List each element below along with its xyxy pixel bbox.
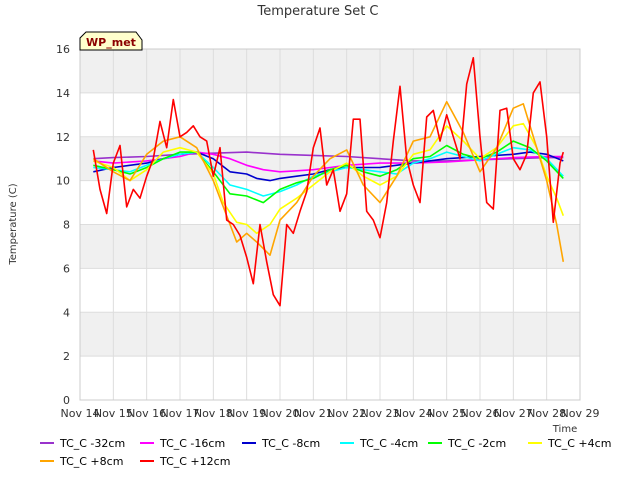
- y-axis-label: Temperature (C): [8, 183, 19, 265]
- x-tick-label: Nov 22: [327, 407, 366, 420]
- y-tick-label: 14: [56, 87, 70, 100]
- series-line: [92, 56, 565, 307]
- plot-band: [80, 49, 580, 93]
- x-tick-label: Nov 19: [227, 407, 266, 420]
- plot-band: [80, 312, 580, 357]
- plot-band: [80, 356, 580, 400]
- x-tick-label: Nov 29: [561, 407, 600, 420]
- legend-label: TC_C +12cm: [159, 455, 230, 468]
- badge-shape: [79, 31, 143, 51]
- y-tick-label: 2: [63, 350, 70, 363]
- y-tick-label: 10: [56, 175, 70, 188]
- plot-band: [80, 92, 580, 137]
- x-axis-label: Time: [552, 424, 577, 435]
- x-tick-label: Nov 20: [261, 407, 300, 420]
- y-tick-label: 0: [63, 394, 70, 407]
- y-tick-label: 12: [56, 131, 70, 144]
- badge: WP_met: [79, 31, 143, 51]
- x-tick-label: Nov 21: [294, 407, 333, 420]
- x-tick-label: Nov 15: [94, 407, 133, 420]
- plot-band: [80, 268, 580, 313]
- legend-label: TC_C -4cm: [359, 437, 418, 450]
- x-tick-label: Nov 17: [161, 407, 200, 420]
- y-tick-label: 16: [56, 43, 70, 56]
- series-line: [93, 122, 565, 235]
- series-line: [93, 140, 564, 204]
- y-tick-label: 6: [63, 262, 70, 275]
- x-tick-label: Nov 28: [527, 407, 566, 420]
- x-tick-label: Nov 18: [194, 407, 233, 420]
- legend-label: TC_C +8cm: [59, 455, 123, 468]
- x-tick-label: Nov 14: [61, 407, 100, 420]
- legend-label: TC_C -32cm: [59, 437, 125, 450]
- plot-band: [80, 180, 580, 225]
- legend: TC_C -32cm TC_C -16cm TC_C -8cm TC_C -4cm TC…: [40, 437, 611, 468]
- legend-label: TC_C -16cm: [159, 437, 225, 450]
- x-tick-label: Nov 25: [427, 407, 466, 420]
- plot-frame: [79, 48, 581, 401]
- legend-label: TC_C -2cm: [447, 437, 506, 450]
- y-tick-label: 8: [63, 219, 70, 232]
- series-line: [93, 151, 564, 173]
- x-tick-label: Nov 26: [461, 407, 500, 420]
- legend-label: TC_C +4cm: [547, 437, 611, 450]
- x-tick-label: Nov 24: [394, 407, 433, 420]
- legend-label: TC_C -8cm: [261, 437, 320, 450]
- x-tick-label: Nov 23: [361, 407, 400, 420]
- y-tick-label: 4: [63, 306, 70, 319]
- x-tick-label: Nov 27: [494, 407, 533, 420]
- series-lines: [92, 56, 565, 307]
- chart-title: Temperature Set C: [256, 4, 378, 19]
- badge-label: WP_met: [86, 36, 136, 49]
- x-tick-label: Nov 16: [127, 407, 166, 420]
- plot-band: [80, 224, 580, 269]
- y-axis-ticks: 0 2 4 6 8 10 12 14 16: [56, 43, 70, 407]
